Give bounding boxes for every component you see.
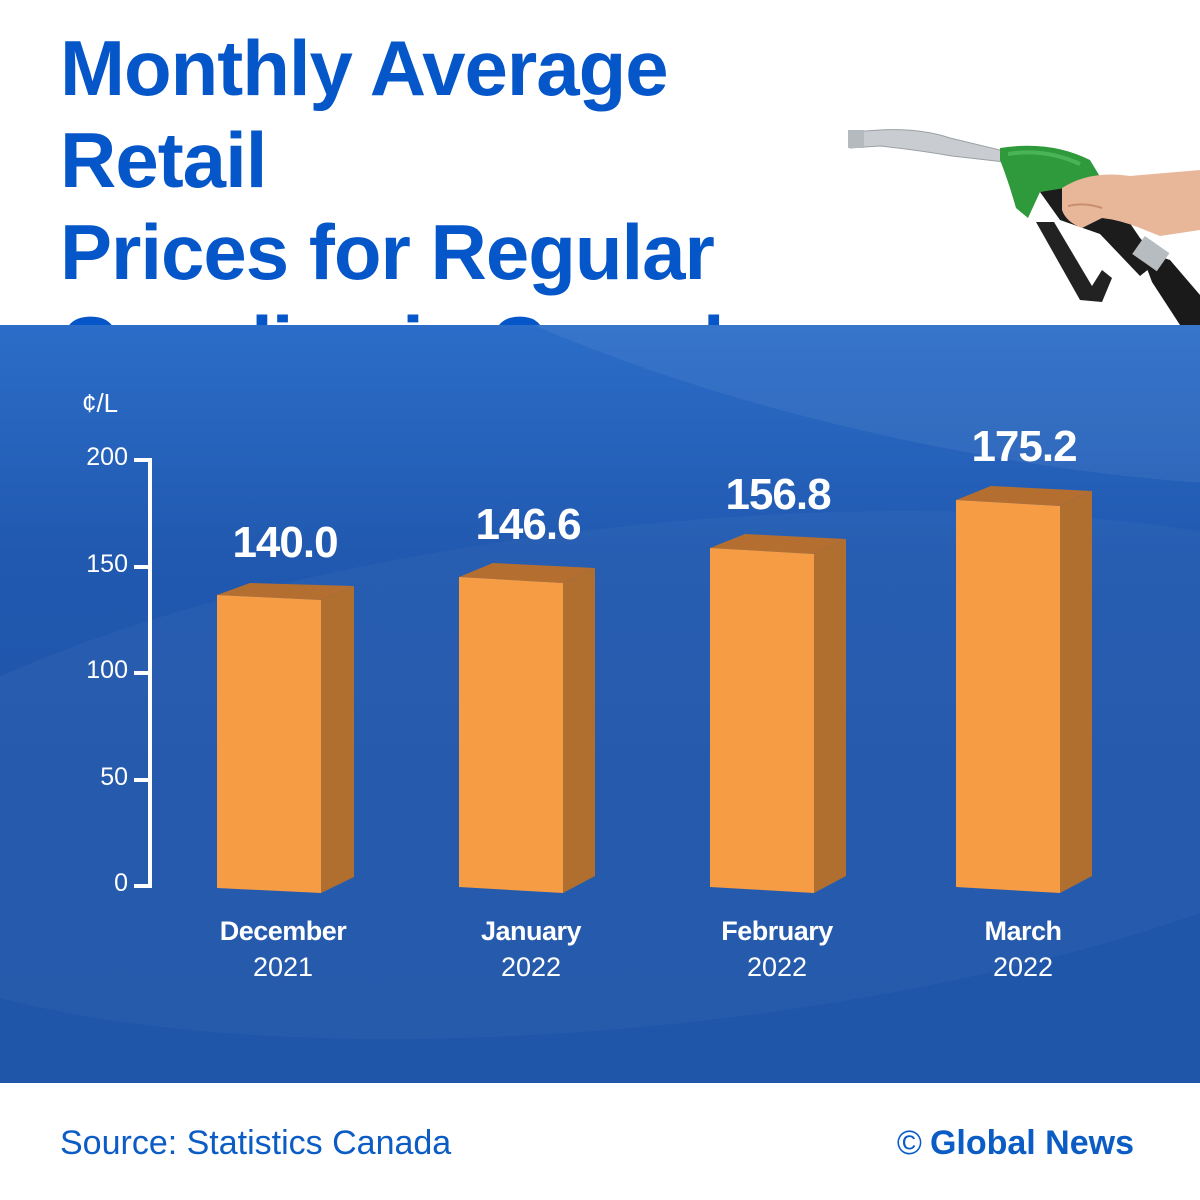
x-label-year: 2021 [252,952,314,982]
x-label-month: February [721,916,833,946]
x-axis-label: December 2021 [173,913,393,985]
x-label-month: January [480,916,582,946]
x-label-month: December [219,916,347,946]
y-tick-label: 150 [86,550,128,578]
copyright-icon: © [896,1124,922,1162]
bar-february-2022 [710,534,846,893]
y-tick [134,458,152,462]
bar-december-2021 [217,583,354,893]
brand-credit: © Global News [897,1124,1134,1163]
bar-value-label: 175.2 [971,422,1077,471]
title-line-1: Monthly Average Retail [60,24,669,204]
y-tick [134,671,152,675]
x-label-month: March [984,916,1062,946]
y-tick [134,778,152,782]
y-tick [134,884,152,888]
bar-value-label: 156.8 [725,470,831,519]
y-tick-label: 0 [114,869,128,897]
y-tick-label: 50 [100,763,128,791]
x-axis-label: February 2022 [667,913,887,985]
y-tick [134,565,152,569]
x-label-year: 2022 [746,952,808,982]
gas-pump-nozzle-icon [848,129,1200,325]
brand-name: Global News [929,1124,1134,1162]
bar-march-2022 [956,486,1092,893]
y-tick-label: 100 [86,656,128,684]
bar-value-label: 146.6 [475,500,581,549]
x-label-year: 2022 [992,952,1054,982]
bar-value-label: 140.0 [232,518,338,567]
source-credit: Source: Statistics Canada [60,1124,452,1162]
title-line-2: Prices for Regular [60,208,715,296]
x-label-year: 2022 [500,952,562,982]
x-axis-label: January 2022 [421,913,641,985]
y-tick-label: 200 [86,443,128,471]
x-axis-label: March 2022 [913,913,1133,985]
y-axis-unit-label: ¢/L [82,388,119,418]
bar-january-2022 [459,563,595,893]
